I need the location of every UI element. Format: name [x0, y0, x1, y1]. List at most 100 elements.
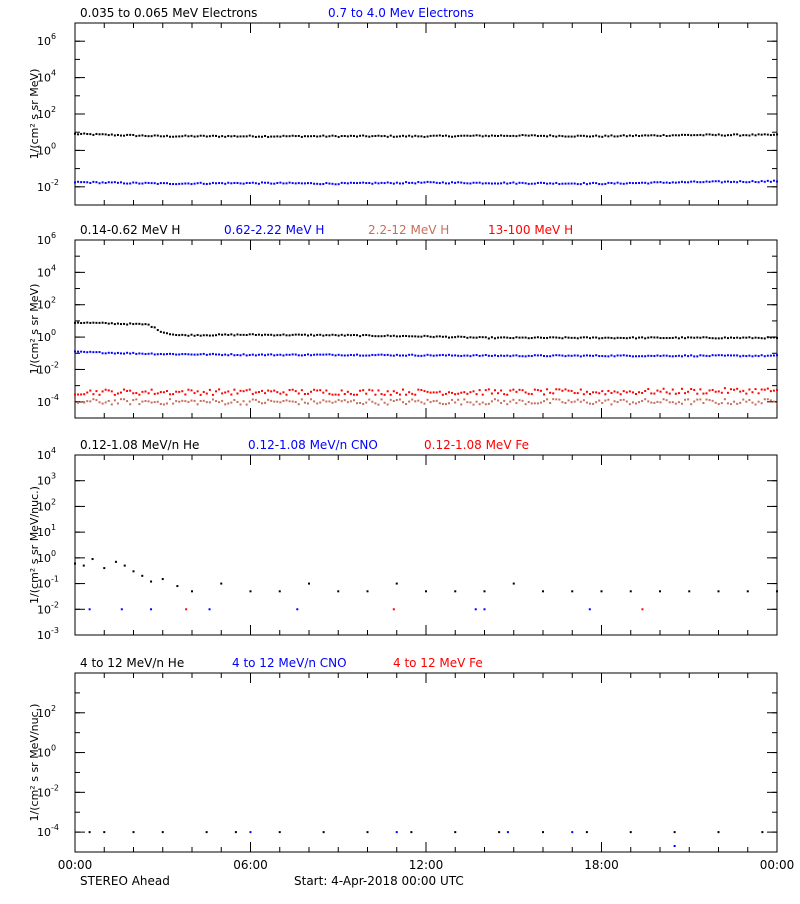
data-point	[110, 181, 113, 184]
data-point	[297, 333, 300, 336]
data-point	[267, 181, 270, 184]
data-point	[742, 180, 745, 183]
data-point	[147, 352, 150, 355]
data-point	[610, 134, 613, 137]
data-point	[564, 336, 567, 339]
data-point	[306, 135, 309, 138]
data-point	[463, 354, 466, 357]
data-point	[466, 182, 469, 185]
data-point	[733, 133, 736, 136]
data-point	[291, 182, 294, 185]
data-point	[187, 353, 190, 356]
data-point	[730, 181, 733, 184]
data-point	[616, 336, 619, 339]
y-tick-label: 101	[37, 523, 56, 539]
data-point	[165, 402, 168, 405]
data-point	[349, 392, 352, 395]
data-point	[89, 182, 92, 185]
data-point	[613, 355, 616, 358]
data-point	[772, 179, 775, 182]
data-point	[374, 335, 377, 338]
data-point	[257, 333, 260, 336]
data-point	[328, 334, 331, 337]
data-point	[619, 399, 622, 402]
data-point	[625, 182, 628, 185]
data-point	[460, 181, 463, 184]
data-point	[457, 354, 460, 357]
data-point	[239, 403, 242, 406]
data-point	[187, 388, 190, 391]
data-point	[101, 390, 104, 393]
data-point	[77, 321, 80, 324]
data-point	[717, 133, 720, 136]
data-point	[772, 400, 775, 403]
data-point	[346, 333, 349, 336]
data-point	[352, 354, 355, 357]
data-point	[352, 333, 355, 336]
data-point	[429, 335, 432, 338]
data-point	[757, 181, 760, 184]
data-point	[294, 353, 297, 356]
data-point	[202, 334, 205, 337]
data-point	[184, 182, 187, 185]
data-point	[147, 323, 150, 326]
data-point	[144, 134, 147, 137]
data-point	[736, 402, 739, 405]
data-point	[221, 399, 224, 402]
data-point	[395, 831, 398, 834]
data-point	[497, 336, 500, 339]
data-point	[647, 400, 650, 403]
data-point	[570, 336, 573, 339]
data-point	[546, 398, 549, 401]
data-point	[521, 133, 524, 136]
y-tick-label: 10-2	[37, 783, 59, 799]
data-point	[454, 336, 457, 339]
data-point	[356, 393, 359, 396]
data-point	[150, 352, 153, 355]
data-point	[549, 336, 552, 339]
data-point	[303, 135, 306, 138]
data-point	[193, 399, 196, 402]
data-point	[389, 398, 392, 401]
data-point	[169, 352, 172, 355]
data-point	[310, 333, 313, 336]
data-point	[144, 399, 147, 402]
data-point	[699, 354, 702, 357]
data-point	[150, 608, 153, 611]
data-point	[162, 391, 165, 394]
data-point	[303, 392, 306, 395]
data-point	[88, 831, 91, 834]
data-point	[374, 354, 377, 357]
data-point	[352, 134, 355, 137]
data-point	[276, 400, 279, 403]
data-point	[288, 400, 291, 403]
data-point	[356, 135, 359, 138]
data-point	[659, 590, 661, 593]
data-point	[659, 355, 662, 358]
data-point	[515, 336, 518, 339]
data-point	[515, 182, 518, 185]
data-point	[530, 393, 533, 396]
data-point	[668, 134, 671, 137]
data-point	[751, 355, 754, 358]
data-point	[417, 399, 420, 402]
data-point	[285, 353, 288, 356]
data-point	[227, 402, 230, 405]
data-point	[539, 134, 542, 137]
data-point	[546, 135, 549, 138]
data-point	[512, 354, 515, 357]
data-point	[260, 389, 263, 392]
data-point	[162, 403, 165, 406]
data-point	[607, 398, 610, 401]
x-tick-label: 00:00	[760, 858, 795, 872]
data-point	[671, 355, 674, 358]
data-point	[429, 354, 432, 357]
data-point	[132, 133, 135, 136]
data-point	[616, 135, 619, 138]
data-point	[89, 321, 92, 324]
data-point	[215, 334, 218, 337]
data-point	[377, 353, 380, 356]
data-point	[386, 403, 389, 406]
data-point	[451, 391, 454, 394]
data-point	[506, 354, 509, 357]
